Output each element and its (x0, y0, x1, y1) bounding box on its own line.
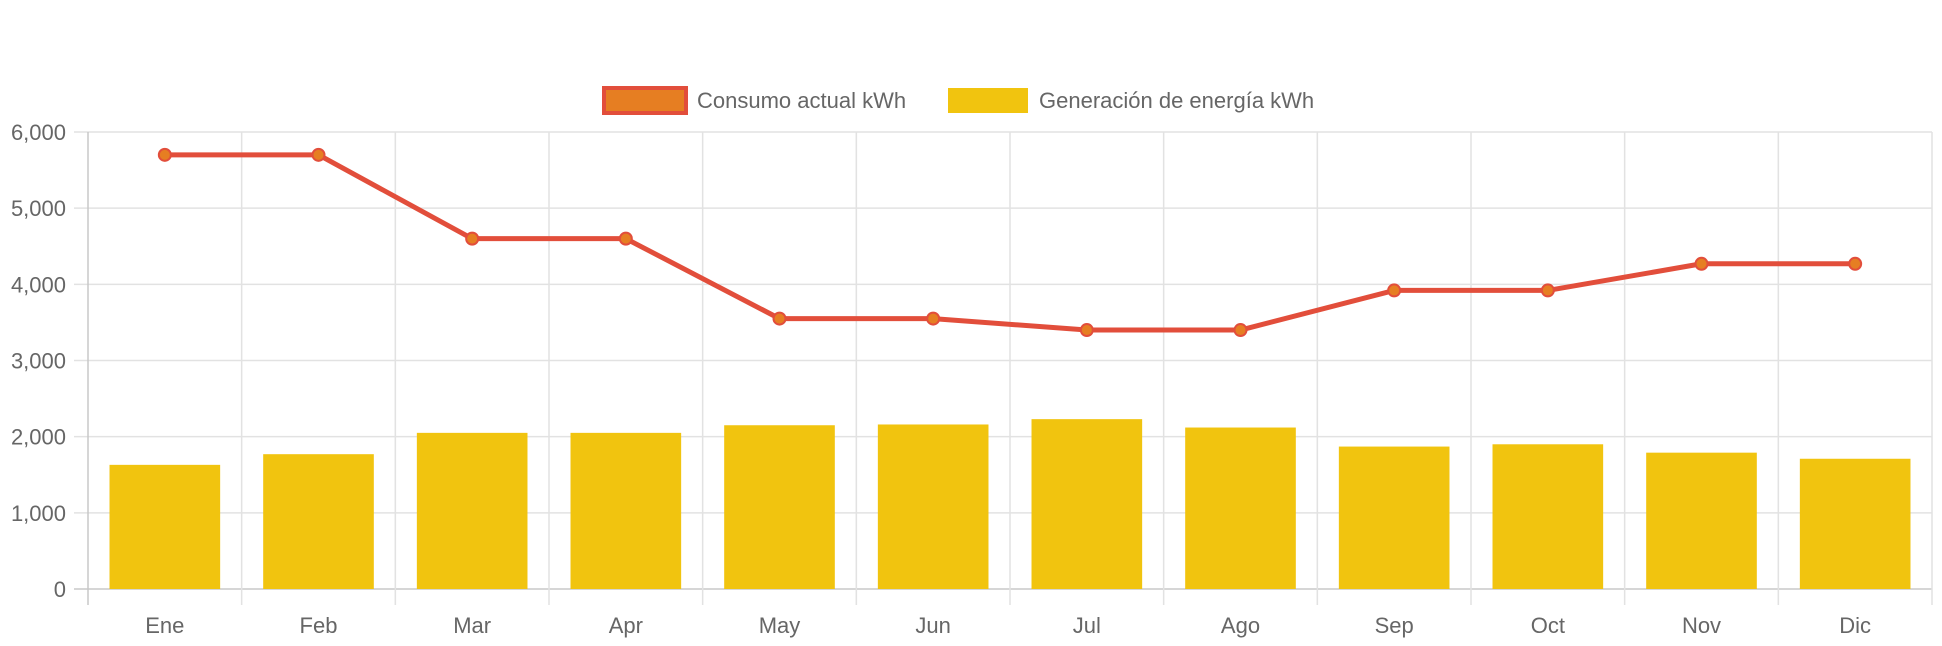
x-tick-label: Feb (300, 613, 338, 638)
bar-generacion[interactable] (1799, 458, 1911, 589)
legend-swatch-consumo (602, 86, 688, 115)
x-tick-label: Dic (1839, 613, 1871, 638)
legend-label-consumo: Consumo actual kWh (697, 88, 906, 113)
point-consumo[interactable] (157, 147, 172, 162)
bar-generacion[interactable] (1492, 444, 1604, 589)
bar-generacion[interactable] (570, 432, 682, 589)
bar-generacion[interactable] (1646, 452, 1757, 589)
y-tick-label: 5,000 (11, 196, 66, 221)
point-consumo[interactable] (618, 231, 633, 246)
bar-generacion[interactable] (1185, 427, 1296, 589)
point-consumo[interactable] (1694, 256, 1709, 271)
point-consumo[interactable] (772, 311, 787, 326)
point-consumo[interactable] (1848, 256, 1863, 271)
bar-generacion[interactable] (877, 424, 989, 589)
bar-generacion[interactable] (1338, 446, 1450, 589)
x-tick-label: Oct (1531, 613, 1565, 638)
bars (109, 419, 1911, 589)
line-consumo (164, 152, 1856, 333)
grid-lines (74, 131, 1933, 605)
x-tick-label: May (759, 613, 801, 638)
point-consumo[interactable] (1540, 283, 1555, 298)
legend: Consumo actual kWh Generación de energía… (602, 86, 1314, 115)
x-tick-label: Sep (1375, 613, 1414, 638)
line-series (157, 147, 1863, 338)
point-consumo[interactable] (1387, 283, 1402, 298)
bar-generacion[interactable] (1031, 419, 1143, 589)
x-tick-label: Jun (915, 613, 950, 638)
legend-item-consumo[interactable]: Consumo actual kWh (602, 86, 906, 115)
x-tick-label: Nov (1682, 613, 1721, 638)
bar-generacion[interactable] (416, 432, 528, 589)
y-tick-label: 4,000 (11, 272, 66, 297)
point-consumo[interactable] (1079, 323, 1094, 338)
legend-label-generacion: Generación de energía kWh (1039, 88, 1314, 113)
y-tick-label: 6,000 (11, 120, 66, 145)
y-tick-label: 1,000 (11, 501, 66, 526)
legend-swatch-generacion (948, 88, 1028, 113)
x-tick-label: Ene (145, 613, 184, 638)
y-tick-label: 2,000 (11, 425, 66, 450)
y-tick-label: 0 (54, 577, 66, 602)
bar-generacion[interactable] (724, 425, 835, 589)
point-consumo[interactable] (465, 231, 480, 246)
y-tick-label: 3,000 (11, 349, 66, 374)
x-tick-label: Apr (609, 613, 643, 638)
x-tick-label: Ago (1221, 613, 1260, 638)
legend-item-generacion[interactable]: Generación de energía kWh (948, 88, 1314, 113)
point-consumo[interactable] (311, 147, 326, 162)
x-tick-label: Mar (453, 613, 491, 638)
y-axis-ticks: 0 1,000 2,000 3,000 4,000 5,000 6,000 (11, 120, 66, 602)
bar-generacion[interactable] (109, 464, 221, 589)
bar-generacion[interactable] (263, 454, 374, 589)
x-tick-label: Jul (1073, 613, 1101, 638)
point-consumo[interactable] (926, 311, 941, 326)
x-axis-ticks: Ene Feb Mar Apr May Jun Jul Ago Sep Oct Nov Dic (145, 613, 1871, 638)
point-consumo[interactable] (1233, 323, 1248, 338)
